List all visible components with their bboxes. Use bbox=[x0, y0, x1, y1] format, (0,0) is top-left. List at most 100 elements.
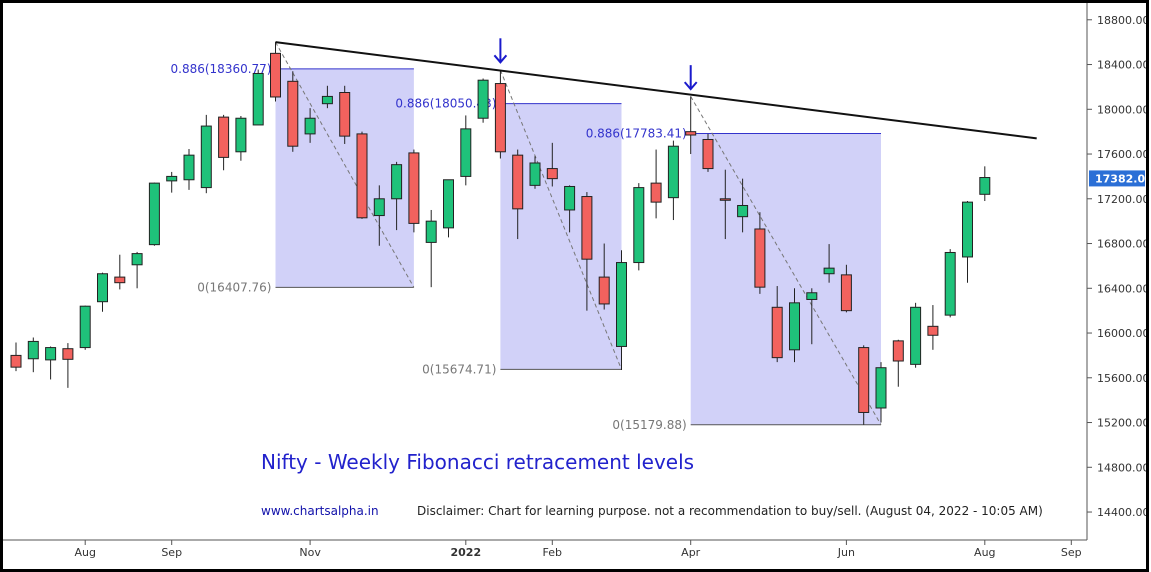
candle-body bbox=[270, 52, 281, 98]
candle bbox=[148, 182, 160, 246]
y-tick-label: 16800.00 bbox=[1097, 238, 1146, 251]
candle-body bbox=[408, 152, 420, 224]
y-tick-label: 18000.00 bbox=[1097, 103, 1146, 116]
candle-body bbox=[685, 131, 697, 136]
candle bbox=[304, 108, 316, 143]
candle-body bbox=[858, 347, 870, 413]
candle bbox=[685, 96, 697, 155]
candle bbox=[460, 115, 472, 186]
fib-bottom-label: 0(16407.76) bbox=[197, 280, 271, 294]
candle-body bbox=[304, 117, 316, 135]
candle-body bbox=[944, 251, 956, 316]
candle bbox=[806, 288, 818, 345]
candle bbox=[529, 156, 541, 189]
candle bbox=[494, 70, 506, 159]
candle-body bbox=[616, 262, 627, 347]
fib-top-label: 0.886(18360.77) bbox=[171, 62, 272, 76]
y-tick-label: 17200.00 bbox=[1097, 193, 1146, 206]
candle bbox=[10, 342, 22, 372]
arrow-head bbox=[493, 54, 508, 64]
candle bbox=[944, 249, 956, 318]
x-tick-label: Jun bbox=[837, 546, 855, 559]
y-tick-label: 15200.00 bbox=[1097, 417, 1146, 430]
candle-body bbox=[131, 253, 143, 266]
candle bbox=[270, 42, 281, 102]
candle-body bbox=[287, 80, 299, 147]
candle-body bbox=[148, 182, 160, 246]
candle-body bbox=[62, 348, 74, 360]
candle bbox=[512, 149, 524, 240]
candle-body bbox=[235, 117, 247, 153]
candle bbox=[114, 254, 126, 290]
y-tick-label: 14400.00 bbox=[1097, 506, 1146, 519]
candle-body bbox=[97, 273, 108, 303]
candle bbox=[910, 302, 922, 368]
x-axis: Aug Sep Nov 2022 Feb Apr Jun Aug Sep bbox=[3, 539, 1087, 559]
candle-body bbox=[598, 276, 610, 305]
fib-diagonal bbox=[275, 41, 415, 288]
candle-body bbox=[218, 116, 230, 158]
candle bbox=[858, 345, 870, 425]
down-arrow-icon bbox=[493, 38, 508, 64]
candle bbox=[892, 339, 904, 387]
candle bbox=[754, 212, 766, 294]
candle bbox=[840, 264, 852, 313]
candle-body bbox=[391, 164, 403, 200]
fib-top-label: 0.886(18050.43) bbox=[395, 97, 496, 111]
candle-body bbox=[546, 168, 558, 180]
candle-body bbox=[840, 274, 852, 312]
candle-body bbox=[979, 177, 991, 195]
fib-zone bbox=[500, 103, 622, 370]
candle bbox=[702, 133, 714, 172]
y-tick-label: 16400.00 bbox=[1097, 282, 1146, 295]
candle bbox=[183, 148, 195, 190]
x-tick-label: Sep bbox=[1061, 546, 1082, 559]
down-arrow-icon bbox=[683, 65, 698, 91]
candle bbox=[356, 131, 368, 219]
candle bbox=[616, 250, 627, 370]
y-tick-label: 17600.00 bbox=[1097, 148, 1146, 161]
candle-body bbox=[114, 276, 126, 284]
candle bbox=[321, 85, 333, 109]
resistance-trendline bbox=[275, 41, 1037, 140]
overlays bbox=[275, 38, 1037, 140]
candle-body bbox=[702, 138, 714, 170]
candle-body bbox=[45, 347, 57, 361]
candle-body bbox=[10, 354, 22, 368]
fib-diagonal bbox=[690, 96, 882, 426]
candle-body bbox=[754, 228, 766, 288]
candle bbox=[425, 209, 437, 288]
candle-body bbox=[512, 154, 524, 210]
candle bbox=[633, 183, 645, 271]
candle-body bbox=[581, 196, 593, 260]
candle bbox=[45, 346, 57, 380]
candle bbox=[650, 149, 662, 219]
candle bbox=[667, 140, 679, 221]
x-tick-label: Aug bbox=[74, 546, 95, 559]
candle-body bbox=[443, 179, 454, 229]
candle-body bbox=[737, 204, 749, 218]
current-price-badge bbox=[1089, 170, 1145, 187]
candle bbox=[287, 71, 299, 152]
fib-top-label: 0.886(17783.41) bbox=[586, 127, 687, 141]
candle-body bbox=[252, 72, 264, 126]
candle-body bbox=[460, 128, 472, 177]
candle-body bbox=[633, 187, 645, 264]
candle-body bbox=[79, 305, 91, 349]
disclaimer-text: Disclaimer: Chart for learning purpose. … bbox=[417, 504, 1043, 518]
candles bbox=[10, 42, 991, 425]
candle-body bbox=[910, 306, 922, 365]
y-axis: 14400.00 14800.00 15200.00 15600.00 16000.00… bbox=[1086, 3, 1146, 540]
candle bbox=[581, 192, 593, 311]
candle bbox=[218, 114, 230, 171]
website-link[interactable]: www.chartsalpha.in bbox=[261, 504, 379, 518]
x-tick-label: Apr bbox=[681, 546, 701, 559]
candle-body bbox=[875, 367, 887, 409]
candle bbox=[339, 85, 351, 144]
fib-zone bbox=[690, 133, 881, 425]
candle bbox=[771, 286, 783, 363]
candle-body bbox=[321, 95, 333, 105]
candle bbox=[875, 362, 887, 423]
candle bbox=[27, 337, 39, 373]
candle-body bbox=[373, 198, 385, 217]
